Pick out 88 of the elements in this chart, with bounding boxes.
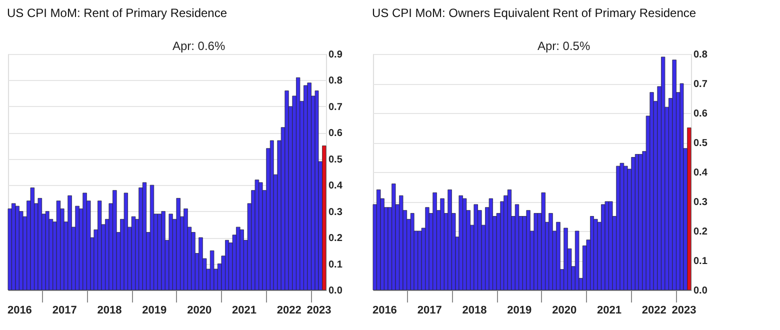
y-tick-label: 0.7 xyxy=(694,79,708,90)
x-tick-label: 2021 xyxy=(232,304,256,316)
bar xyxy=(574,230,580,290)
bar xyxy=(56,200,61,290)
bar xyxy=(124,192,128,290)
bar xyxy=(474,204,478,290)
bar xyxy=(82,192,87,290)
bar xyxy=(432,192,437,290)
x-tick-label: 2019 xyxy=(507,304,532,316)
bar xyxy=(687,128,692,290)
bar xyxy=(30,188,35,290)
bar xyxy=(564,228,568,290)
y-tick-label: 0.2 xyxy=(328,233,343,244)
text: Apr: 0.5% xyxy=(537,39,590,53)
x-tick-label: 2019 xyxy=(142,304,167,316)
bar xyxy=(112,190,117,290)
bar xyxy=(604,201,609,290)
x-tick-label: 2021 xyxy=(596,304,622,316)
y-tick-label: 0.9 xyxy=(328,50,343,60)
x-tick-label: 2023 xyxy=(672,304,696,316)
bar xyxy=(548,213,553,290)
x-tick-label: 2022 xyxy=(642,304,666,316)
chart-title: US CPI MoM: Owners Equivalent Rent of Primary Residence xyxy=(372,6,696,20)
y-tick-label: 0.8 xyxy=(694,50,708,60)
bar xyxy=(68,195,72,290)
y-tick-label: 0.4 xyxy=(694,168,708,178)
y-tick-label: 0.0 xyxy=(328,286,343,296)
x-tick-label: 2020 xyxy=(187,304,212,316)
bar xyxy=(142,182,147,290)
y-tick-label: 0.6 xyxy=(328,128,343,140)
bar xyxy=(634,154,639,290)
text: Apr: 0.6% xyxy=(172,39,226,53)
bar xyxy=(184,208,188,290)
x-tick-label: 2018 xyxy=(97,304,122,316)
bar xyxy=(314,90,319,290)
bar xyxy=(672,60,676,290)
bar xyxy=(284,90,289,290)
bar xyxy=(631,157,636,290)
bar xyxy=(590,216,594,290)
bar xyxy=(680,83,684,290)
y-tick-label: 0.0 xyxy=(694,286,708,296)
bar xyxy=(650,92,654,290)
bar xyxy=(307,82,312,290)
y-tick-label: 0.1 xyxy=(328,259,343,270)
bar xyxy=(392,184,396,290)
y-tick-label: 0.5 xyxy=(328,154,343,166)
bar xyxy=(161,211,166,290)
bar xyxy=(526,210,530,290)
bar xyxy=(534,213,538,290)
bar xyxy=(322,146,326,290)
bar xyxy=(661,56,666,290)
bar xyxy=(38,198,42,290)
bar xyxy=(620,162,624,290)
bar xyxy=(176,198,180,290)
y-tick-label: 0.3 xyxy=(694,197,708,208)
x-tick-label: 2017 xyxy=(417,304,442,316)
y-tick-label: 0.6 xyxy=(694,108,708,120)
y-tick-label: 0.8 xyxy=(328,76,343,87)
bar xyxy=(458,195,463,290)
bar xyxy=(198,237,203,290)
x-tick-label: 2016 xyxy=(372,304,397,316)
bar xyxy=(448,190,452,290)
x-tick-label: 2020 xyxy=(552,304,577,316)
x-tick-label: 2016 xyxy=(7,304,32,316)
bar xyxy=(168,214,173,290)
y-tick-label: 0.2 xyxy=(694,226,708,238)
x-tick-label: 2023 xyxy=(306,304,332,316)
bar xyxy=(15,206,20,290)
bar xyxy=(541,192,546,290)
x-tick-label: 2022 xyxy=(276,304,302,316)
y-tick-label: 0.7 xyxy=(328,102,343,113)
y-tick-label: 0.5 xyxy=(694,138,708,149)
bar xyxy=(399,195,404,290)
y-tick-label: 0.1 xyxy=(694,256,708,267)
bar xyxy=(225,240,229,290)
x-tick-label: 2018 xyxy=(462,304,487,316)
y-tick-label: 0.4 xyxy=(328,180,343,192)
bar xyxy=(210,250,214,290)
bar xyxy=(254,180,260,290)
x-tick-label: 2017 xyxy=(52,304,77,316)
y-tick-label: 0.3 xyxy=(328,206,343,218)
bar xyxy=(556,222,560,290)
chart-title: US CPI MoM: Rent of Primary Residence xyxy=(6,6,228,20)
bar xyxy=(440,198,444,290)
bar xyxy=(75,206,80,290)
bar xyxy=(98,200,102,290)
bar xyxy=(270,140,274,290)
bar xyxy=(240,229,244,290)
